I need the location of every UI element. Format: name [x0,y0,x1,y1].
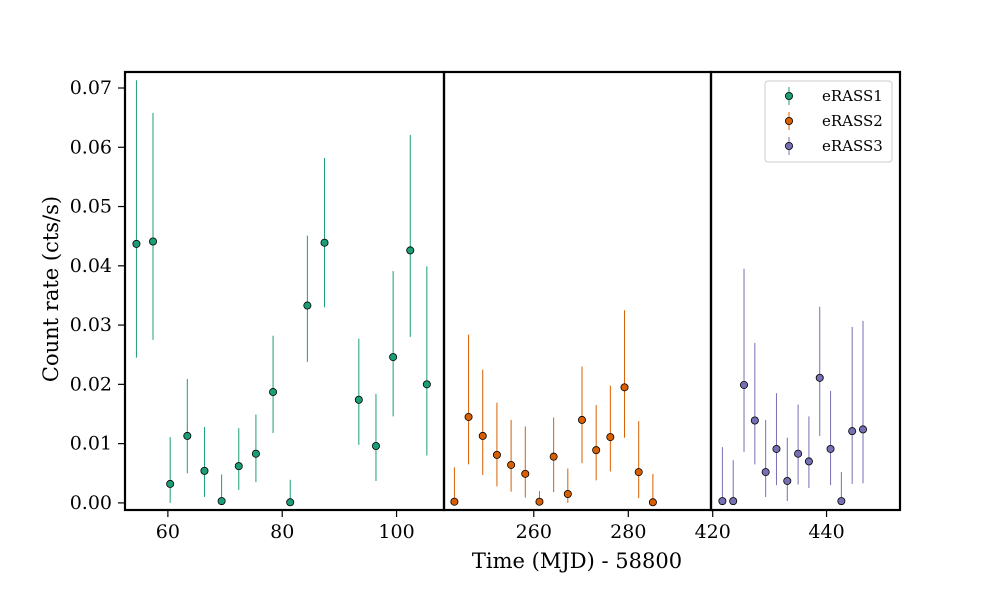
data-point [837,497,846,506]
panel-frame [442,70,713,512]
data-point [132,239,141,248]
data-point [521,469,530,478]
x-tick-label: 420 [695,521,731,543]
y-tick-label: 0.06 [70,136,112,158]
data-point [149,237,158,246]
data-point [183,431,192,440]
legend: eRASS1 eRASS2 eRASS3 [764,80,893,163]
y-tick-label: 0.03 [70,314,112,336]
data-point [464,412,473,421]
data-point [478,431,487,440]
data-point [783,476,792,485]
data-point [492,450,501,459]
x-axis-title: Time (MJD) - 58800 [472,549,682,573]
data-point [269,388,278,397]
panel-frame [709,70,902,512]
x-tick-label: 260 [516,521,552,543]
data-point [217,497,226,506]
legend-label: eRASS2 [822,112,883,130]
panel-2: 260 280 [442,70,713,543]
panel-3: 420 440 [695,70,902,543]
data-point [794,449,803,458]
data-point [234,462,243,471]
series-eRASS3 [718,268,867,506]
data-point [606,433,615,442]
series-eRASS1 [132,80,431,507]
data-point [320,238,329,247]
y-tick-label: 0.07 [70,77,112,99]
y-tick-label: 0.00 [70,492,112,514]
legend-box [764,80,893,163]
x-tick-label: 440 [808,521,844,543]
data-point [620,383,629,392]
data-point [729,497,738,506]
data-point [389,353,398,362]
data-point [286,498,295,507]
legend-entry: eRASS3 [785,137,883,155]
data-point [450,497,459,506]
x-tick-label: 100 [378,521,414,543]
x-tick-label: 60 [156,521,180,543]
data-point [804,457,813,466]
legend-label: eRASS3 [822,137,883,155]
x-tick-label: 80 [270,521,294,543]
legend-marker [785,141,794,150]
data-point [750,416,759,425]
panel-1: 60 80 100 [123,70,446,543]
data-point [740,380,749,389]
data-point [507,460,516,469]
data-point [772,444,781,453]
data-point [648,498,657,507]
y-axis: 0.00 0.01 0.02 0.03 0.04 0.05 0.06 0.07 [70,77,125,514]
y-tick-label: 0.04 [70,255,112,277]
x-tick-label: 280 [610,521,646,543]
data-point [535,497,544,506]
y-axis-title: Count rate (cts/s) [39,196,63,382]
data-point [166,479,175,488]
data-point [848,427,857,436]
data-point [354,395,363,404]
data-point [826,444,835,453]
legend-entry: eRASS2 [785,112,883,130]
legend-marker [785,117,794,126]
data-point [858,425,867,434]
data-point [549,452,558,461]
data-point [815,373,824,382]
data-point [406,246,415,255]
data-point [251,449,260,458]
data-point [577,415,586,424]
data-point [371,441,380,450]
y-tick-label: 0.02 [70,373,112,395]
panel-frame [123,70,446,512]
plot-panels: 60 80 100 260 280 420 440 [123,70,902,543]
data-point [634,468,643,477]
legend-entry: eRASS1 [785,87,883,105]
data-point [422,380,431,389]
data-point [761,468,770,477]
y-tick-label: 0.01 [70,433,112,455]
data-point [592,446,601,455]
data-point [200,466,209,475]
legend-label: eRASS1 [822,87,883,105]
legend-marker [785,92,794,101]
data-point [718,497,727,506]
data-point [563,489,572,498]
series-eRASS2 [450,310,657,507]
y-tick-label: 0.05 [70,196,112,218]
data-point [303,301,312,310]
